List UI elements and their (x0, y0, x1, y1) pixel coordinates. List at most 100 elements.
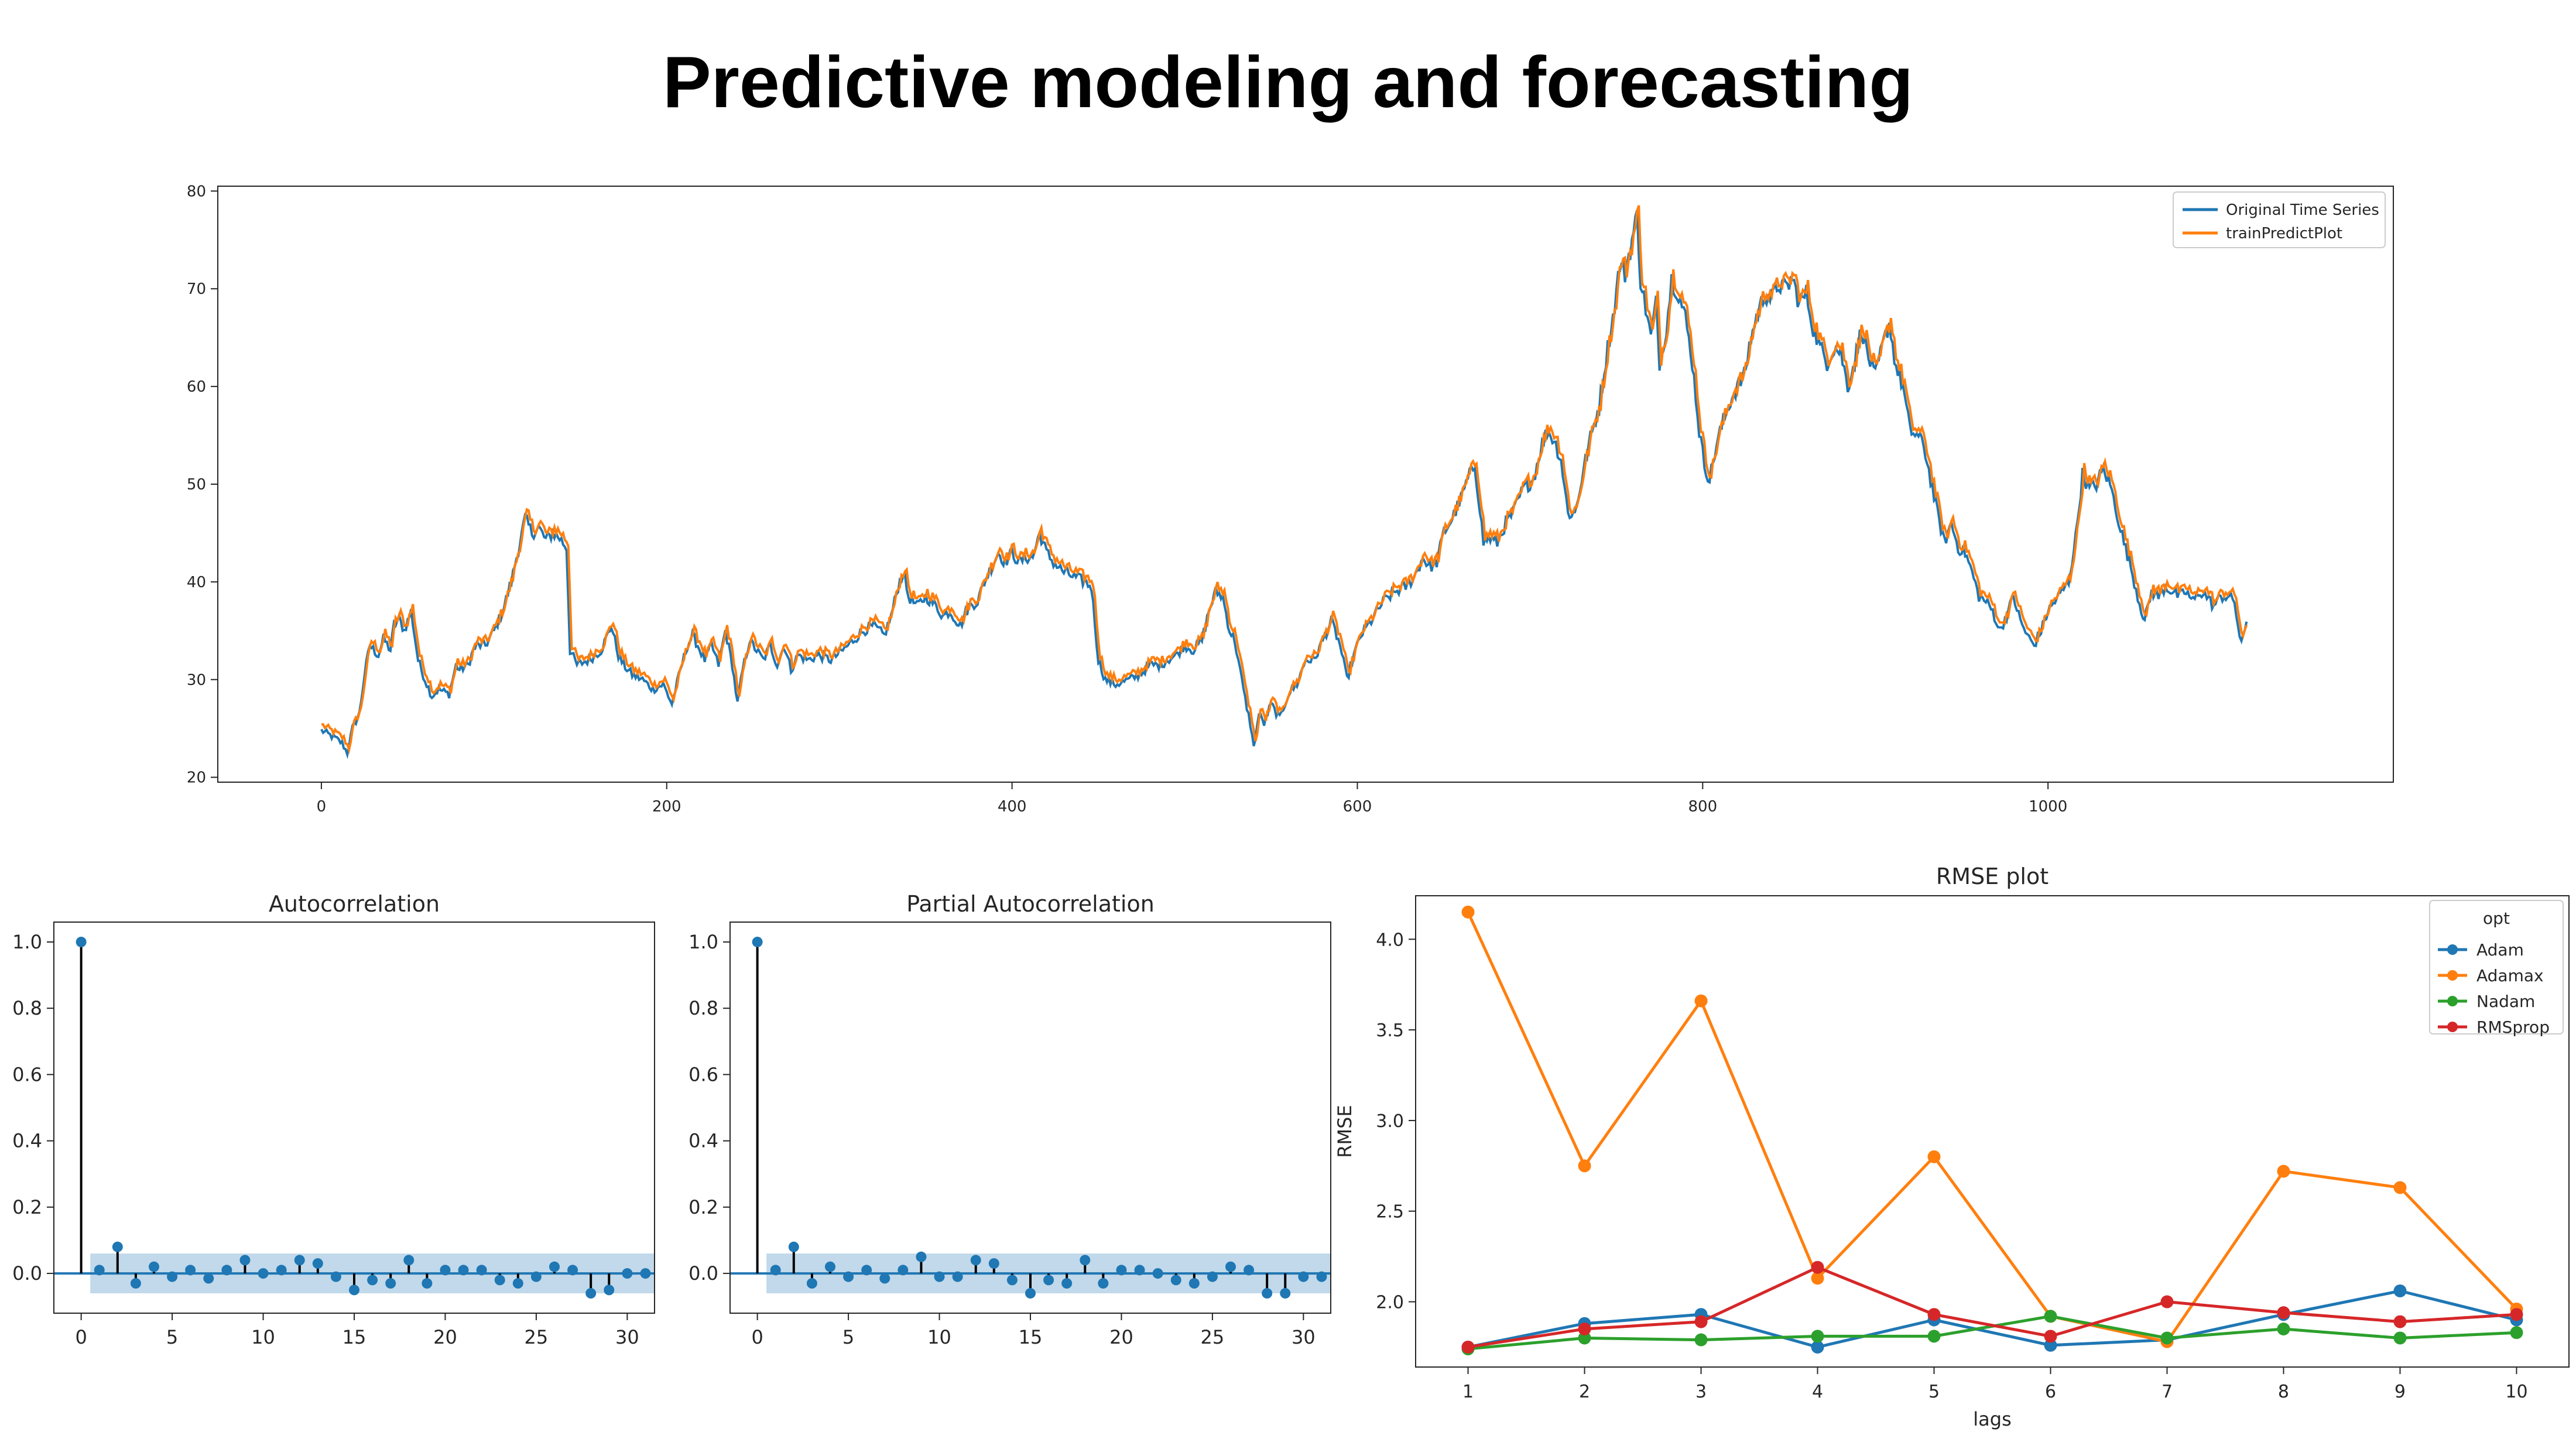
acf-point (440, 1265, 451, 1276)
rmse-legend-label: Adam (2476, 940, 2524, 960)
pacf-point (1225, 1261, 1236, 1272)
pacf-point (1134, 1265, 1145, 1276)
rmse-xtick-label: 8 (2278, 1382, 2289, 1402)
ts-series-trainpredict-line (321, 205, 2248, 755)
rmse-ytick-label: 3.5 (1376, 1020, 1404, 1041)
acf-point (239, 1255, 251, 1266)
acf-title: Autocorrelation (269, 891, 440, 917)
rmse-xtick-label: 7 (2161, 1382, 2173, 1402)
pacf-ytick-label: 0.4 (688, 1130, 718, 1152)
pacf-xtick-label: 25 (1201, 1326, 1225, 1348)
acf-point (422, 1278, 433, 1289)
pacf-point (1116, 1265, 1127, 1276)
acf-point (403, 1255, 415, 1266)
pacf-plot-frame (729, 922, 1331, 1314)
pacf-xtick-label: 5 (842, 1326, 854, 1348)
pacf-xtick-label: 20 (1109, 1326, 1133, 1348)
ts-xtick-label: 800 (1688, 798, 1717, 816)
acf-xtick-label: 30 (615, 1326, 639, 1348)
ts-ytick-label: 60 (187, 378, 206, 396)
ts-ytick-label: 70 (187, 280, 206, 298)
acf-point (149, 1261, 159, 1272)
rmse-xtick-label: 4 (1812, 1382, 1823, 1402)
pacf-ytick-label: 0.0 (688, 1262, 718, 1284)
acf-plot-frame (53, 922, 655, 1314)
acf-point (185, 1265, 196, 1276)
pacf-point (988, 1258, 999, 1269)
rmse-title: RMSE plot (1936, 864, 2049, 889)
acf-point (458, 1265, 469, 1276)
ts-legend-label: trainPredictPlot (2226, 225, 2342, 242)
rmse-series-nadam-point (2044, 1310, 2057, 1323)
rmse-series-adam-point (2044, 1338, 2057, 1352)
acf-point (276, 1265, 287, 1276)
rmse-series-adam-point (1811, 1340, 1824, 1354)
rmse-xtick-label: 1 (1462, 1382, 1474, 1402)
rmse-series-nadam-point (1694, 1333, 1708, 1347)
rmse-series-adamax-point (1578, 1159, 1591, 1173)
rmse-series-rmsprop-point (2393, 1315, 2407, 1328)
acf-point (549, 1261, 560, 1272)
ts-series-original-line (320, 210, 2248, 759)
pacf-ytick-label: 0.8 (688, 997, 718, 1019)
acf-xtick-label: 15 (342, 1326, 366, 1348)
rmse-legend-title: opt (2483, 909, 2510, 928)
pacf-point (1043, 1275, 1054, 1286)
pacf-point (934, 1271, 945, 1282)
pacf-point (1098, 1278, 1109, 1289)
acf-point (640, 1268, 651, 1279)
rmse-series-rmsprop-point (1694, 1315, 1708, 1328)
pacf-point (1298, 1271, 1309, 1282)
rmse-series-adamax-point (1694, 994, 1708, 1008)
acf-point (622, 1268, 633, 1279)
pacf-ytick-label: 0.2 (688, 1196, 718, 1218)
ts-plot-frame (217, 186, 2394, 783)
rmse-series-adamax-point (1927, 1150, 1941, 1163)
ts-xtick-label: 1000 (2029, 798, 2067, 816)
rmse-series-adamax-point (2393, 1181, 2407, 1194)
rmse-xtick-label: 6 (2045, 1382, 2056, 1402)
pacf-point (1262, 1288, 1273, 1299)
rmse-xtick-label: 3 (1695, 1382, 1707, 1402)
acf-point (94, 1265, 105, 1276)
acf-point (385, 1278, 396, 1289)
rmse-series-rmsprop-point (2510, 1308, 2523, 1321)
rmse-series-rmsprop-point (1461, 1340, 1475, 1354)
rmse-plot-frame (1415, 895, 2570, 1368)
rmse-xtick-label: 10 (2505, 1382, 2527, 1402)
acf-point (476, 1265, 487, 1276)
acf-ytick-label: 0.6 (12, 1063, 42, 1085)
rmse-legend-marker (2447, 996, 2458, 1006)
acf-point (530, 1271, 542, 1282)
rmse-series-rmsprop-point (2160, 1295, 2174, 1308)
rmse-ytick-label: 3.0 (1376, 1111, 1404, 1132)
rmse-series-adam-line (1468, 1289, 2517, 1349)
rmse-legend-marker (2447, 1022, 2458, 1032)
rmse-legend-marker (2447, 970, 2458, 981)
ts-xtick-label: 600 (1343, 798, 1372, 816)
acf-point (567, 1265, 578, 1276)
pacf-xtick-label: 10 (927, 1326, 951, 1348)
pacf-point (1006, 1275, 1018, 1286)
pacf-point (770, 1265, 781, 1276)
acf-ytick-label: 0.4 (12, 1130, 42, 1152)
rmse-legend-label: Adamax (2476, 966, 2544, 985)
acf-ytick-label: 0.0 (12, 1262, 42, 1284)
pacf-point (1080, 1255, 1091, 1266)
pacf-point (825, 1261, 835, 1272)
ts-ytick-label: 30 (187, 672, 206, 689)
pacf-point (788, 1241, 799, 1252)
rmse-series-nadam-point (2510, 1326, 2523, 1340)
pacf-point (861, 1265, 872, 1276)
rmse-series-nadam-point (1927, 1330, 1941, 1343)
page-title: Predictive modeling and forecasting (662, 42, 1914, 123)
ts-ytick-label: 80 (187, 183, 206, 200)
acf-point (512, 1278, 523, 1289)
acf-point (112, 1241, 123, 1252)
pacf-point (752, 936, 763, 947)
rmse-ytick-label: 4.0 (1376, 930, 1404, 950)
pacf-point (952, 1271, 963, 1282)
pacf-point (1316, 1271, 1327, 1282)
acf-point (130, 1278, 141, 1289)
